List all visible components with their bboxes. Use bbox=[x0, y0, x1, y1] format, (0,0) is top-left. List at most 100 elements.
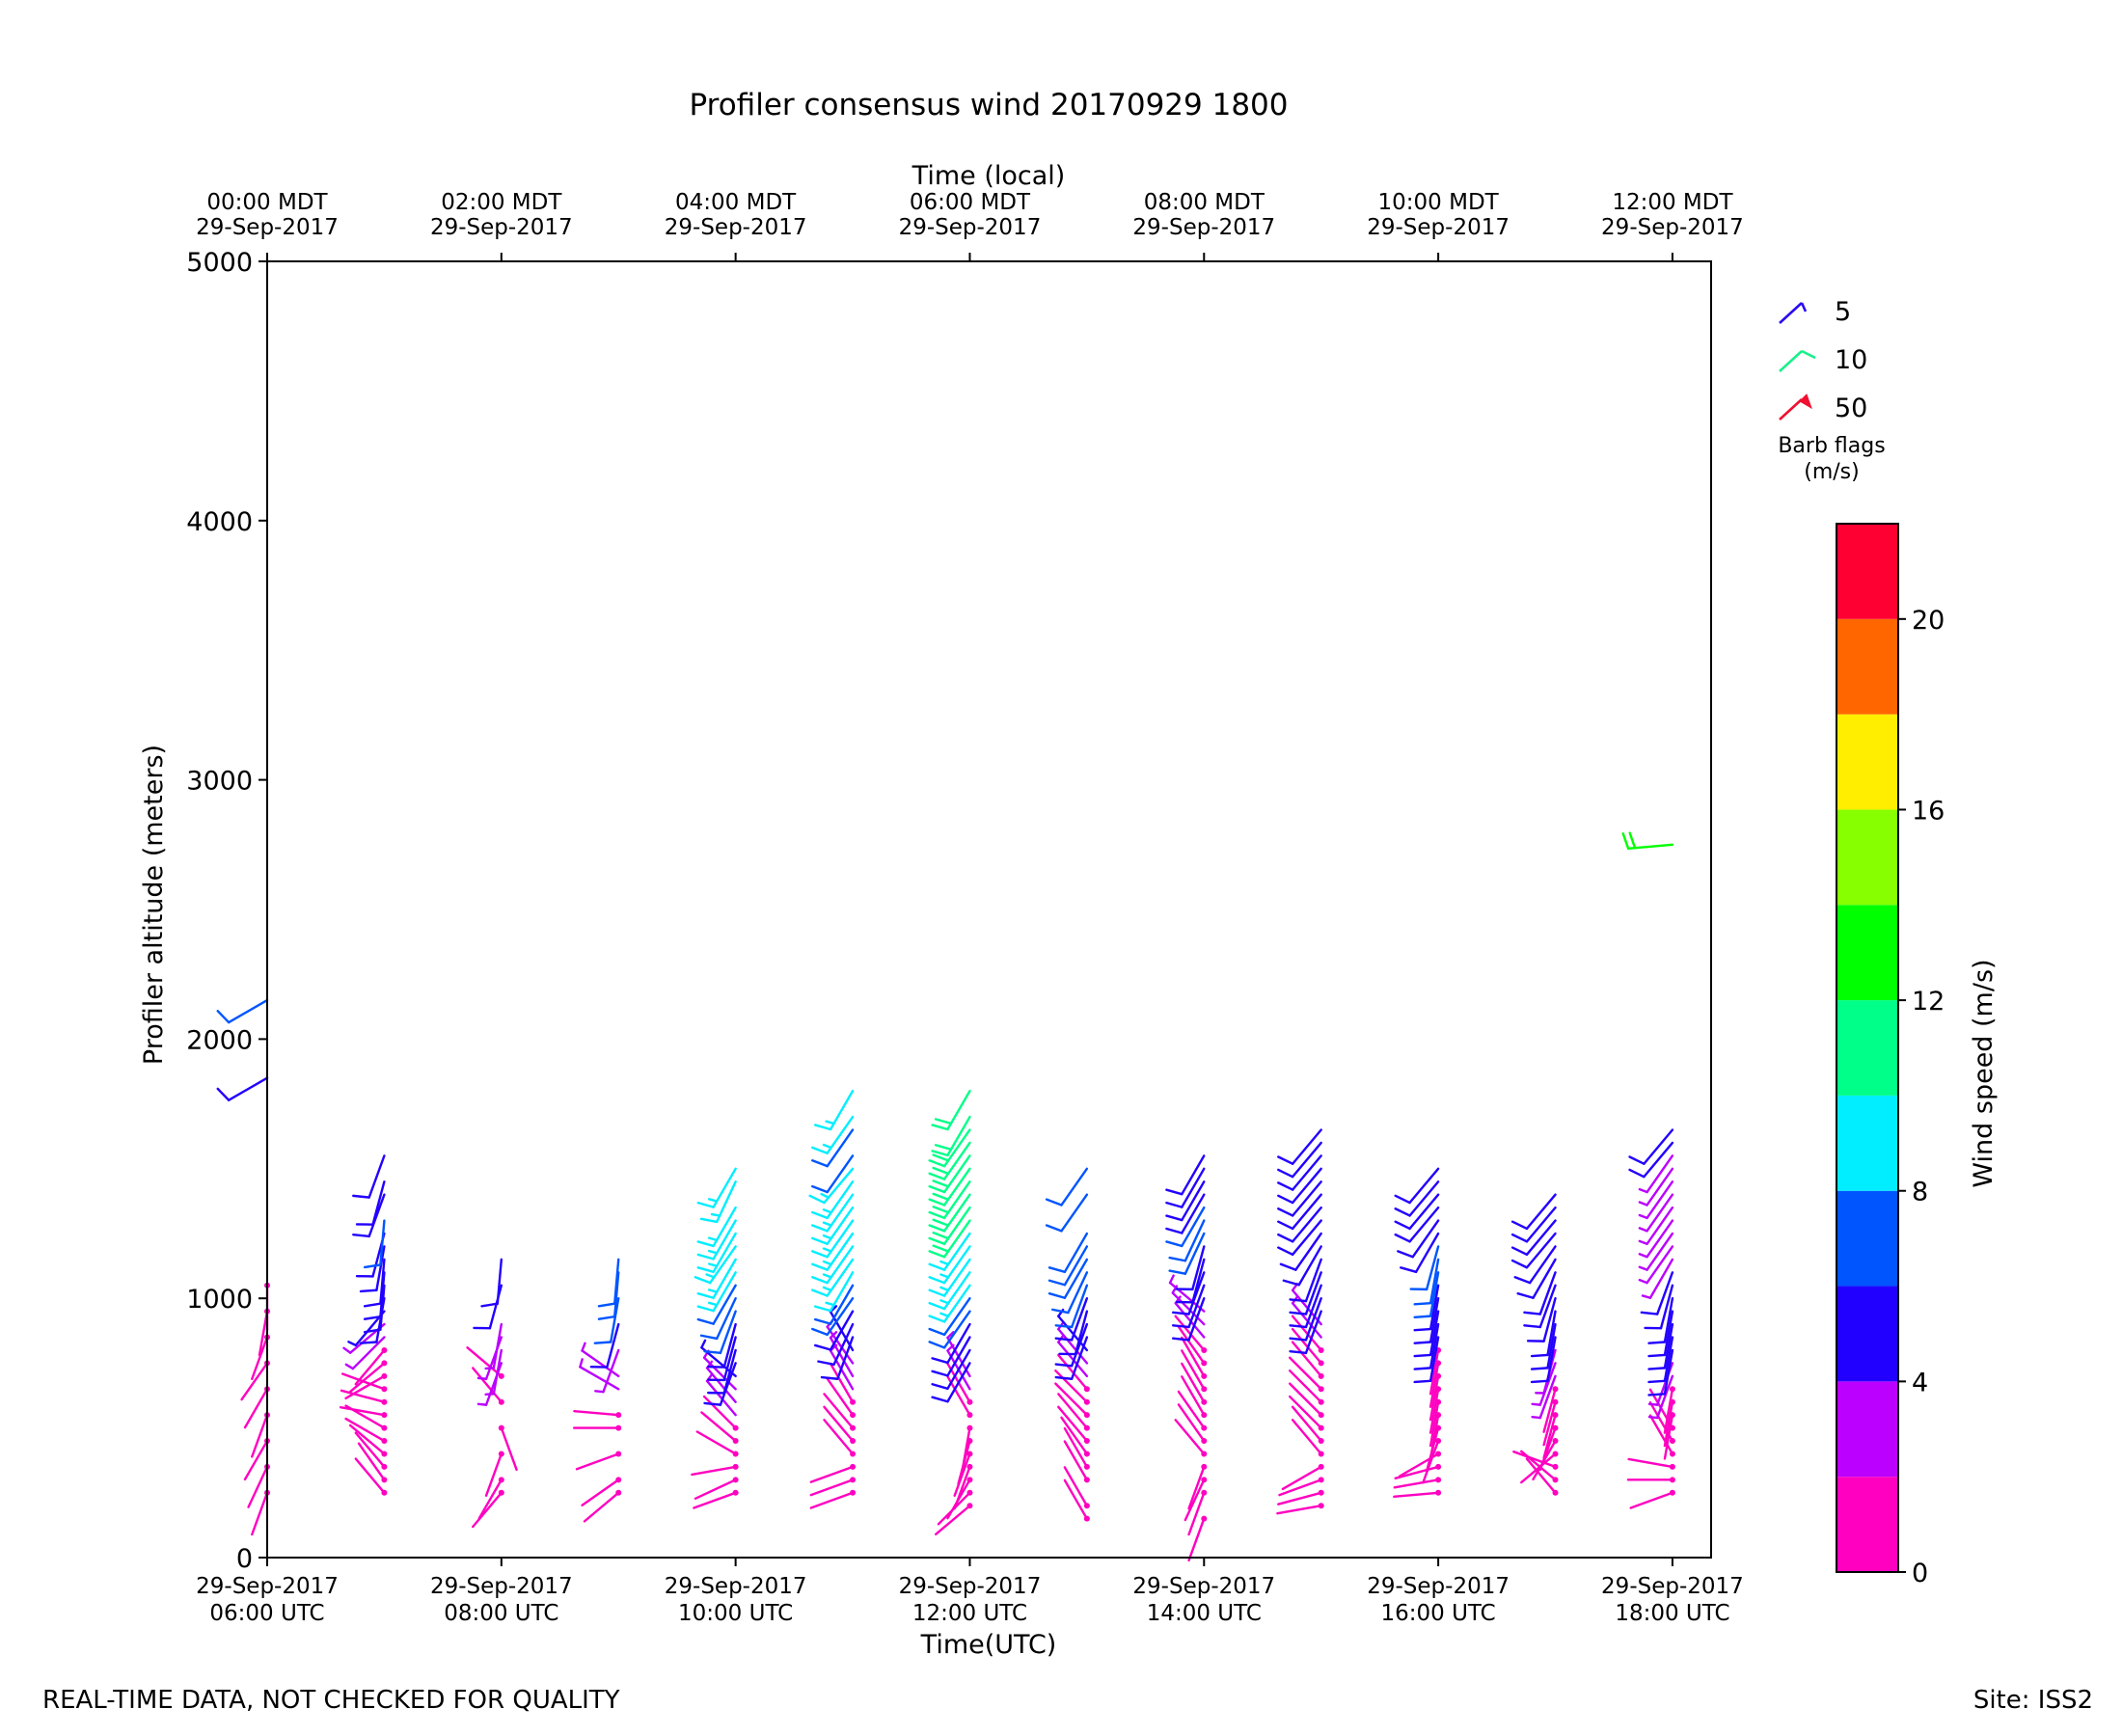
wind-barb bbox=[1181, 1336, 1208, 1379]
wind-barb bbox=[1638, 1232, 1674, 1271]
wind-barb bbox=[1174, 1315, 1208, 1353]
wind-barb bbox=[1629, 1489, 1675, 1509]
barb-half-feather bbox=[1638, 1239, 1648, 1246]
barb-feather bbox=[808, 1194, 826, 1205]
x-tick-bottom-date: 29-Sep-2017 bbox=[196, 1574, 339, 1599]
barb-feather bbox=[1277, 1233, 1294, 1243]
barb-staff bbox=[1648, 1414, 1674, 1455]
wind-barb bbox=[699, 1296, 737, 1341]
wind-barb bbox=[1278, 1477, 1324, 1497]
wind-barb bbox=[1393, 1489, 1442, 1499]
barb-staff bbox=[1512, 1450, 1557, 1469]
wind-barb bbox=[1291, 1341, 1324, 1379]
colorbar-bin bbox=[1836, 1190, 1898, 1287]
barb-staff bbox=[258, 1310, 269, 1357]
wind-barb bbox=[703, 1310, 737, 1355]
barb-staff bbox=[477, 1478, 503, 1520]
data-quality-notice: REAL-TIME DATA, NOT CHECKED FOR QUALITY bbox=[42, 1686, 620, 1715]
barb-staff bbox=[1191, 1245, 1206, 1291]
barb-feather bbox=[696, 1305, 715, 1313]
barb-staff bbox=[1663, 1310, 1674, 1357]
barb-staff bbox=[1288, 1382, 1322, 1417]
wind-barb bbox=[1281, 1463, 1324, 1491]
legend-entry-label: 10 bbox=[1835, 345, 1867, 375]
wind-barb bbox=[1523, 1284, 1557, 1329]
barb-half-feather bbox=[1647, 1416, 1659, 1420]
barb-staff bbox=[602, 1348, 620, 1394]
barb-feather bbox=[216, 1087, 231, 1101]
barb-feather bbox=[597, 1315, 616, 1320]
barb-half-feather bbox=[825, 1120, 835, 1126]
barb-feather bbox=[1045, 1198, 1063, 1207]
barb-feather bbox=[1282, 1279, 1300, 1287]
wind-barb bbox=[1057, 1353, 1090, 1393]
wind-barb bbox=[1291, 1295, 1322, 1339]
wind-barb bbox=[1175, 1245, 1206, 1291]
wind-barb bbox=[811, 1193, 855, 1233]
x-tick-bottom-time: 14:00 UTC bbox=[1147, 1601, 1262, 1626]
barb-feather bbox=[1640, 1311, 1659, 1316]
barb-staff bbox=[1174, 1302, 1206, 1339]
barb-feather bbox=[928, 1198, 946, 1207]
barb-feather bbox=[932, 1244, 950, 1253]
wind-barb bbox=[700, 1411, 739, 1445]
wind-barb bbox=[1047, 1245, 1089, 1287]
wind-barb bbox=[1047, 1232, 1089, 1274]
wind-barb bbox=[1394, 1167, 1440, 1205]
barb-feather bbox=[1054, 1337, 1074, 1342]
wind-barb bbox=[931, 1115, 971, 1157]
wind-barb bbox=[931, 1362, 971, 1403]
barb-feather bbox=[1289, 1324, 1308, 1329]
barb-feather bbox=[931, 1383, 949, 1390]
x-tick-bottom-time: 06:00 UTC bbox=[209, 1601, 324, 1626]
wind-barb bbox=[1644, 1284, 1674, 1330]
x-tick-top-time: 00:00 MDT bbox=[206, 190, 328, 215]
barb-staff bbox=[1067, 1271, 1089, 1315]
barb-staff bbox=[354, 1457, 386, 1495]
wind-barb bbox=[1542, 1398, 1559, 1447]
wind-barb bbox=[1187, 1515, 1208, 1562]
wind-barb bbox=[1393, 1477, 1442, 1489]
barb-half-feather bbox=[1638, 1265, 1648, 1271]
barb-staff bbox=[1663, 1348, 1674, 1396]
x-tick-bottom-date: 29-Sep-2017 bbox=[665, 1574, 807, 1599]
wind-barb bbox=[811, 1180, 855, 1220]
barb-staff bbox=[1291, 1141, 1322, 1179]
barb-feather bbox=[932, 1192, 950, 1201]
barb-feather bbox=[811, 1288, 829, 1297]
wind-barb bbox=[931, 1348, 971, 1390]
wind-barb bbox=[1063, 1440, 1090, 1483]
barb-staff bbox=[712, 1284, 737, 1325]
wind-barb bbox=[811, 1296, 855, 1337]
barb-feather bbox=[1530, 1379, 1549, 1384]
barb-staff bbox=[1428, 1336, 1440, 1383]
barb-feather bbox=[928, 1236, 946, 1246]
x-tick-top-time: 06:00 MDT bbox=[910, 190, 1031, 215]
barb-staff bbox=[1278, 1478, 1322, 1497]
barb-staff bbox=[691, 1465, 737, 1477]
barb-staff bbox=[1532, 1258, 1557, 1299]
barb-staff bbox=[823, 1419, 855, 1455]
barb-staff bbox=[1181, 1206, 1206, 1248]
barb-feather bbox=[931, 1396, 949, 1403]
wind-barb bbox=[811, 1258, 855, 1297]
barb-feather bbox=[1530, 1353, 1549, 1358]
barb-staff bbox=[700, 1411, 737, 1443]
barb-staff bbox=[693, 1491, 737, 1509]
barb-staff bbox=[1426, 1245, 1440, 1291]
barb-staff bbox=[344, 1417, 386, 1443]
barb-staff bbox=[1646, 1154, 1674, 1194]
barb-staff bbox=[1174, 1315, 1206, 1352]
barb-feather bbox=[696, 1240, 715, 1248]
barb-staff bbox=[367, 1193, 386, 1238]
barb-feather bbox=[1289, 1349, 1308, 1355]
colorbar-bin bbox=[1836, 1381, 1898, 1478]
barb-staff bbox=[705, 1379, 737, 1417]
wind-barb bbox=[1165, 1193, 1206, 1234]
barb-staff bbox=[375, 1245, 386, 1291]
barb-staff bbox=[1408, 1193, 1440, 1231]
barb-feather bbox=[696, 1201, 715, 1208]
barb-staff bbox=[339, 1405, 386, 1417]
wind-barb bbox=[809, 1489, 857, 1509]
barb-feather bbox=[1510, 1220, 1529, 1231]
